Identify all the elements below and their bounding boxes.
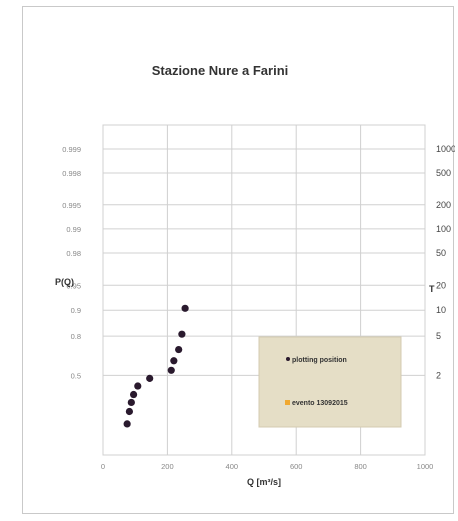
y-tick-labels: 0.999 0.998 0.995 0.99 0.98 0.95 0.9 0.8 0.5 <box>62 145 81 380</box>
y-axis-label: P(Q) <box>55 277 74 287</box>
y-tick-0.98: 0.98 <box>66 249 81 258</box>
data-point-0-9 <box>178 330 186 338</box>
x-tick-1000: 1000 <box>417 462 434 471</box>
x-tick-400: 400 <box>226 462 239 471</box>
data-point-0-7 <box>170 357 178 365</box>
chart-title: Stazione Nure a Farini <box>152 63 289 78</box>
data-point-0-2 <box>127 398 135 407</box>
data-point-0-5 <box>146 374 154 382</box>
y2-tick-labels: 1000 500 200 100 50 20 10 5 2 <box>436 144 455 380</box>
data-point-0-0 <box>123 420 131 428</box>
y2-tick-500: 500 <box>436 168 451 178</box>
y2-tick-20: 20 <box>436 280 446 290</box>
y2-tick-2: 2 <box>436 370 441 380</box>
y2-tick-200: 200 <box>436 200 451 210</box>
y-tick-0.999: 0.999 <box>62 145 81 154</box>
chart-svg: Stazione Nure a Farini 0 200 400 600 800 1000… <box>55 63 455 487</box>
y2-axis-label: T <box>429 284 435 294</box>
chart-frame: Stazione Nure a Farini 0 200 400 600 800 1000… <box>22 6 455 514</box>
legend-marker-evento <box>285 400 290 405</box>
y-tick-0.95: 0.95 <box>66 281 81 290</box>
y2-tick-10: 10 <box>436 305 446 315</box>
y2-tick-100: 100 <box>436 224 451 234</box>
x-axis-label: Q [m³/s] <box>247 477 281 487</box>
data-point-0-6 <box>167 366 175 374</box>
data-point-0-8 <box>175 345 183 354</box>
x-tick-labels: 0 200 400 600 800 1000 <box>101 462 433 471</box>
y2-tick-50: 50 <box>436 248 446 258</box>
data-points <box>123 304 189 428</box>
x-tick-200: 200 <box>161 462 174 471</box>
legend-box <box>258 336 402 428</box>
x-tick-600: 600 <box>290 462 303 471</box>
y-tick-0.998: 0.998 <box>62 169 81 178</box>
x-tick-0: 0 <box>101 462 105 471</box>
plot-border <box>102 124 426 456</box>
legend-marker-plotting-position <box>286 357 290 361</box>
x-tick-800: 800 <box>354 462 367 471</box>
legend-label-plotting-position: plotting position <box>292 357 347 364</box>
data-point-0-4 <box>134 382 142 390</box>
data-point-0-1 <box>125 407 134 416</box>
y-tick-0.99: 0.99 <box>66 225 81 234</box>
y-tick-0.8: 0.8 <box>71 332 81 341</box>
y-tick-0.995: 0.995 <box>62 201 81 210</box>
y2-tick-5: 5 <box>436 331 441 341</box>
y-tick-0.9: 0.9 <box>71 306 81 315</box>
data-point-0-3 <box>129 390 138 399</box>
legend-label-evento: evento 13092015 <box>292 400 348 407</box>
data-point-0-10 <box>181 304 189 312</box>
y2-tick-1000: 1000 <box>436 144 455 154</box>
y-tick-0.5: 0.5 <box>71 371 81 380</box>
legend: plotting position evento 13092015 <box>258 336 402 428</box>
